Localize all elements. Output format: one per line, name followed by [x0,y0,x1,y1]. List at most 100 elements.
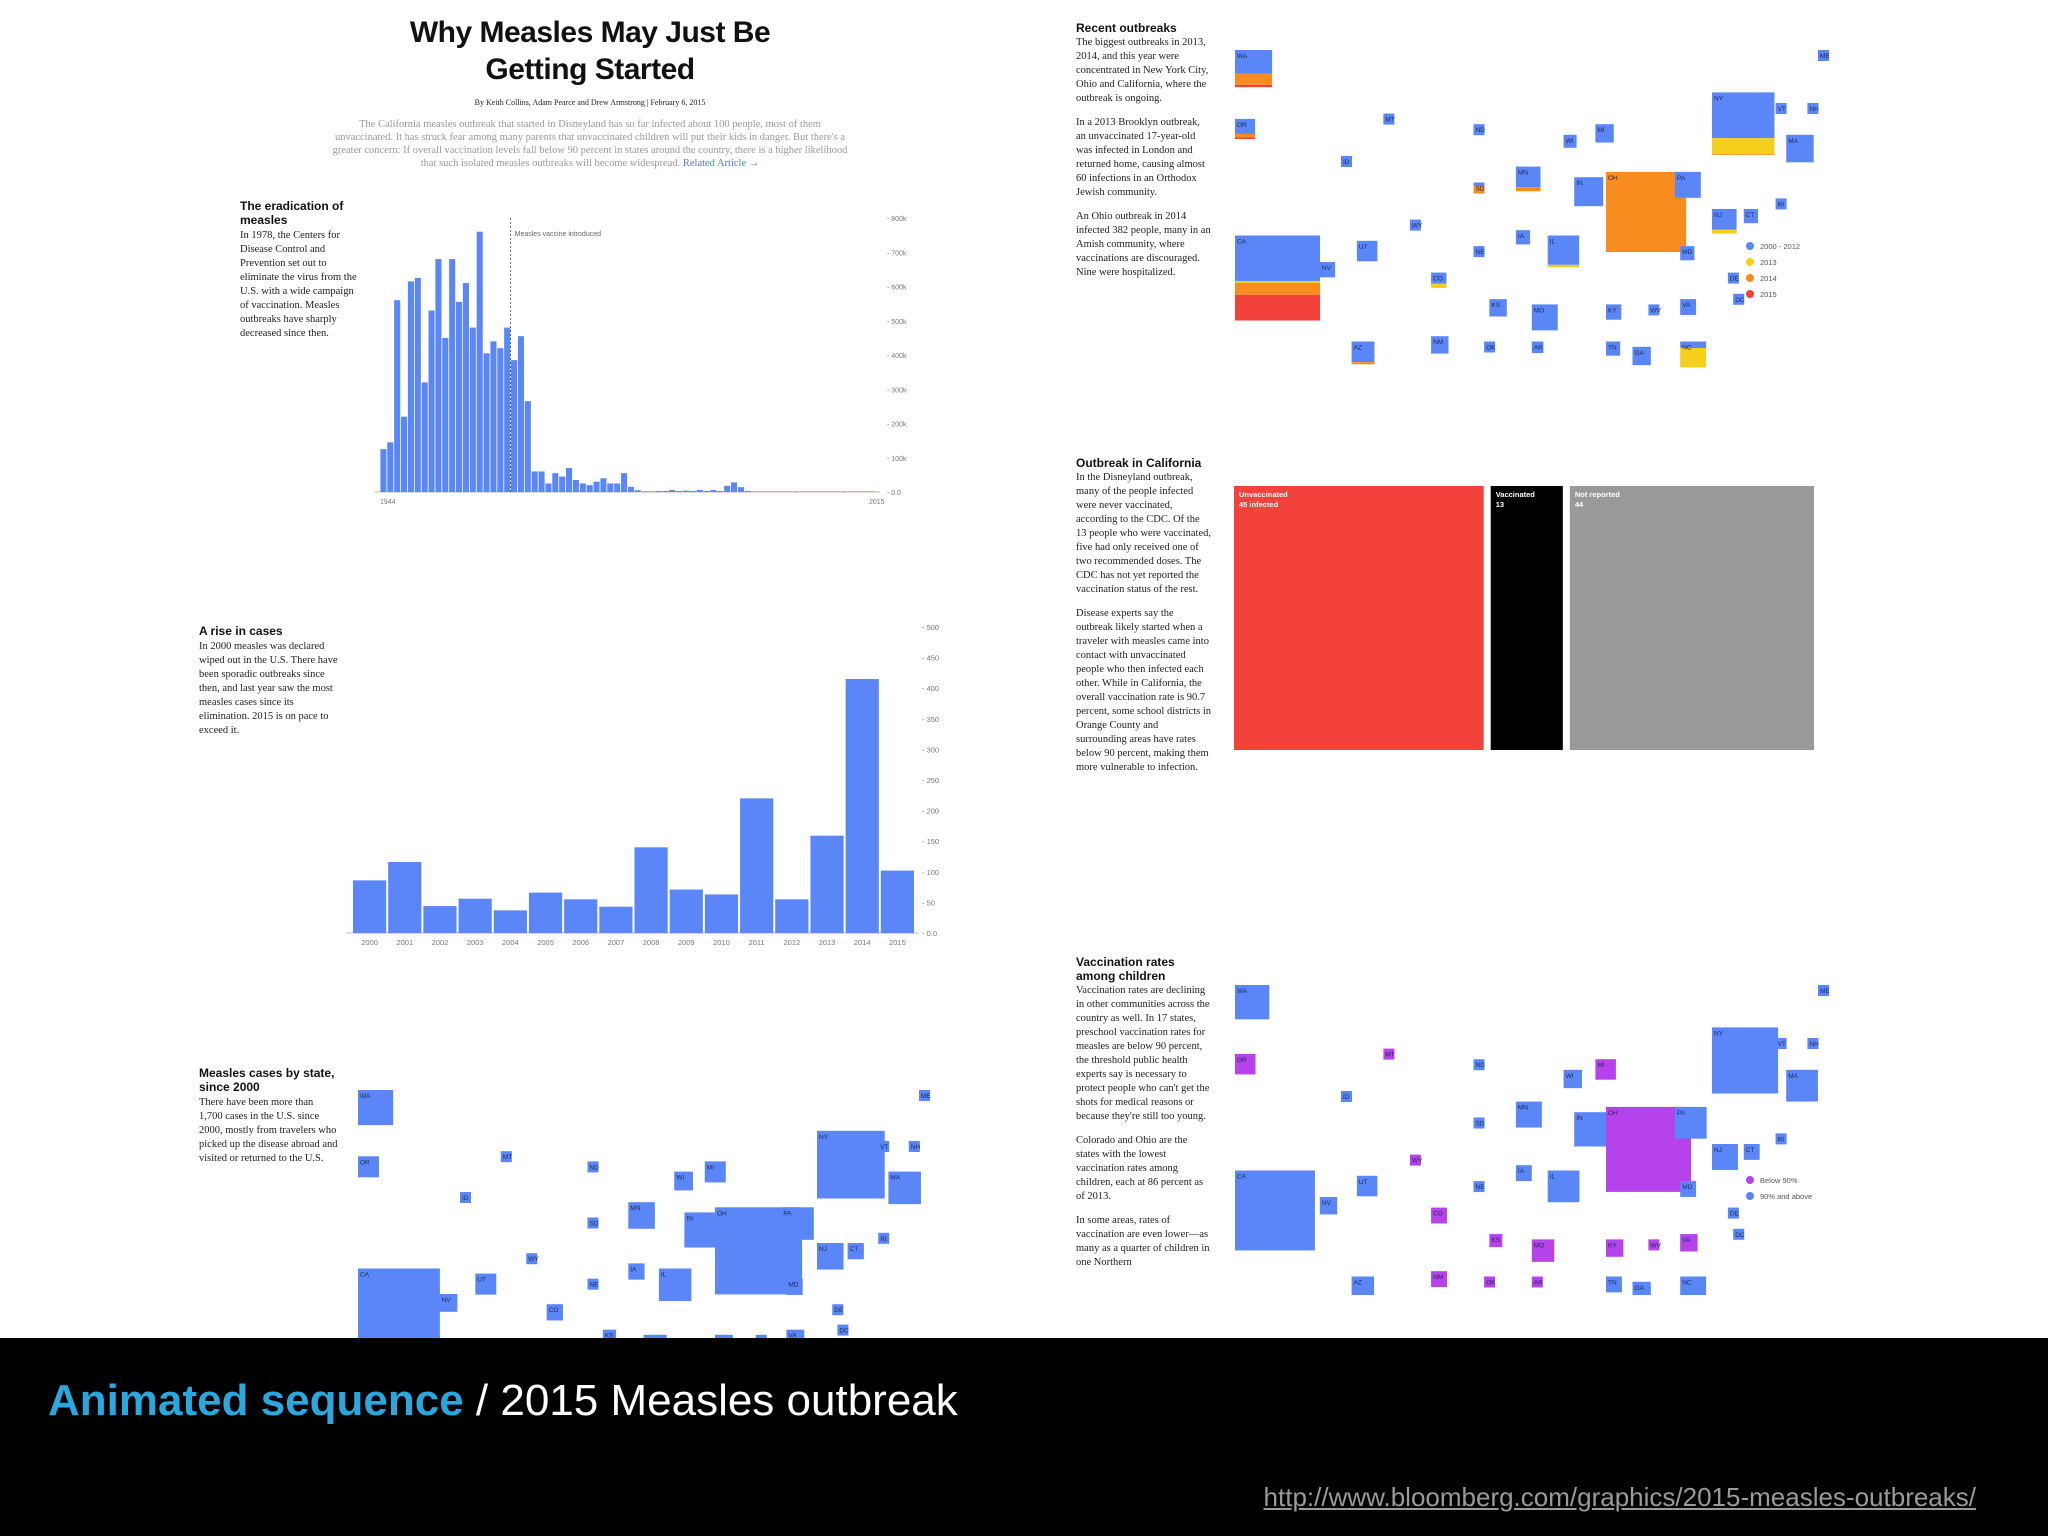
state-square [878,1232,890,1244]
state-segment [1531,341,1544,354]
state-tile-sd: SD [1473,1117,1485,1129]
state-segment [1632,346,1651,366]
vaccination-rates-map: WAORCANVIDMTWYUTAZCONMNDSDNEKSOKTXMNIAMO… [1235,985,1830,1295]
state-tile-nd: ND [1473,124,1485,136]
state-tile-id: ID [1341,156,1352,167]
state-label: IA [1518,233,1525,240]
state-square [786,1329,805,1338]
state-tile-mi: MI [704,1161,726,1183]
status-category-label: Unvaccinated [1239,490,1288,499]
annual-cases-bar [740,798,774,933]
state-tile-nj: NJ [817,1243,844,1270]
state-square [781,1207,814,1240]
state-label: UT [1359,1179,1368,1186]
state-label: ME [1820,988,1830,995]
y-tick-label: - 600k [887,285,907,292]
y-tick-label: - 350 [922,715,939,724]
legend-label: 2000 - 2012 [1760,242,1800,251]
state-segment [1733,293,1745,305]
state-square [658,1268,692,1302]
state-segment [1712,92,1775,139]
history-bar [806,491,813,492]
state-label: VT [880,1144,888,1151]
state-segment [1235,282,1321,295]
caption-rest: / 2015 Measles outbreak [463,1376,958,1425]
state-segment [1712,153,1775,155]
state-label: CT [1746,212,1755,219]
history-bar [545,483,552,492]
history-bar [435,259,442,492]
state-tile-nv: NV [1319,262,1336,278]
state-label: OR [360,1159,370,1166]
history-bar [607,483,614,492]
state-tile-mo: MO [643,1334,667,1338]
history-bar [655,490,662,492]
source-url-link[interactable]: http://www.bloomberg.com/graphics/2015-m… [1263,1482,1976,1512]
history-bar [538,471,545,492]
state-tile-ut: UT [1356,1175,1378,1197]
state-tile-in: IN [1574,177,1604,207]
state-label: DC [1735,297,1745,304]
state-tile-vt: VT [1775,1038,1787,1049]
history-bar [380,449,387,492]
x-tick-label: 2014 [854,938,871,947]
state-segment [1235,73,1273,85]
history-bar [586,485,593,492]
y-tick-label: - 800k [887,216,907,223]
state-square [439,1294,458,1312]
state-tile-wv: WV [1648,304,1662,316]
state-segment [1680,347,1707,368]
state-square [847,1243,864,1260]
state-square [786,1278,803,1295]
state-label: NH [911,1144,921,1151]
state-tile-oh: OH [1606,171,1687,253]
state-square [837,1324,849,1336]
history-bar [600,478,607,492]
state-segment [1235,294,1321,321]
state-label: ID [462,1195,469,1202]
x-tick-label: 2012 [784,938,801,947]
state-label: KS [605,1333,614,1338]
state-segment [1319,262,1336,278]
state-square [1775,1133,1787,1145]
history-bar [524,401,531,492]
state-square [1606,1239,1624,1257]
state-square [643,1334,667,1338]
california-text-1: In the Disneyland outbreak, many of the … [1076,472,1211,595]
state-label: WA [1237,53,1248,60]
history-bar [820,491,827,492]
state-label: SD [1476,1121,1485,1128]
state-square [1235,1053,1256,1075]
state-label: CO [1433,1211,1443,1218]
state-label: IA [630,1266,637,1273]
state-label: DE [1730,276,1740,283]
history-bar [593,481,600,492]
state-tile-ri: RI [1775,1133,1787,1145]
state-square [1489,1234,1503,1248]
annual-cases-bar [564,899,598,933]
x-tick-label: 2009 [678,938,695,947]
vaccination-text-3: In some areas, rates of vaccination are … [1076,1215,1210,1268]
y-tick-label: - 700k [887,250,907,257]
state-segment [1351,341,1375,363]
state-label: NH [1809,106,1819,113]
state-label: ND [590,1164,600,1171]
y-tick-label: - 200k [887,422,907,429]
state-tile-or: OR [1235,1053,1256,1075]
state-segment [1235,84,1273,88]
state-segment [1341,156,1352,167]
history-bar [854,491,861,492]
by-state-title: Measles cases by state, since 2000 [199,1066,335,1094]
state-tile-il: IL [1547,235,1580,267]
state-tile-nv: NV [439,1294,458,1312]
state-tile-wi: WI [1563,1069,1582,1089]
history-bar [779,491,786,492]
state-label: MD [1682,1184,1692,1191]
recent-title: Recent outbreaks [1076,21,1177,35]
state-square [704,1161,726,1183]
state-label: MD [788,1282,798,1289]
state-square [1431,1271,1447,1288]
related-article-link[interactable]: Related Article → [682,158,760,169]
eradication-text: In 1978, the Centers for Disease Control… [240,230,357,339]
state-tile-nc: NC [1680,1276,1707,1295]
